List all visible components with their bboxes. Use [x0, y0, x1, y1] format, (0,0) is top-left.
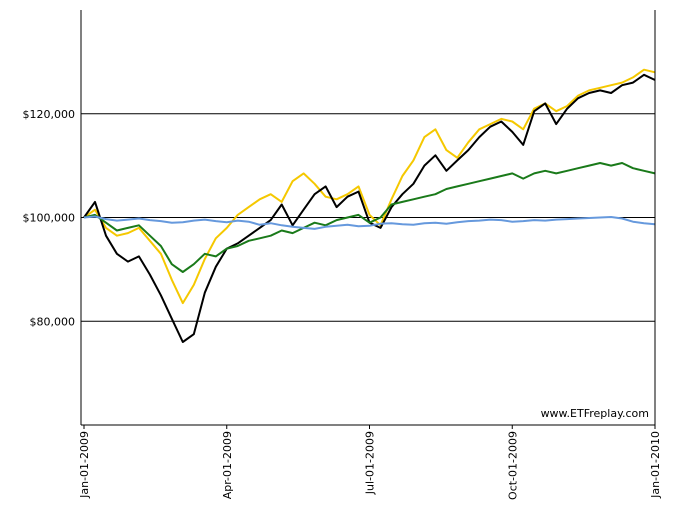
y-tick-label: $100,000 — [23, 212, 76, 225]
x-tick-labels: Jan-01-2009 Apr-01-2009 Jul-01-2009 Oct-01-… — [78, 425, 662, 500]
x-tick-label: Jan-01-2010 — [649, 431, 662, 499]
x-tick-label: Jan-01-2009 — [78, 431, 91, 499]
series-line-2 — [83, 73, 656, 343]
y-tick-labels: $80,000 $100,000 $120,000 — [23, 108, 76, 329]
series-line-3 — [83, 162, 656, 273]
series-group — [83, 68, 656, 343]
x-tick-label: Apr-01-2009 — [221, 431, 234, 499]
axes — [80, 10, 656, 426]
y-tick-label: $120,000 — [23, 108, 76, 121]
y-tick-label: $80,000 — [30, 315, 76, 328]
x-tick-label: Jul-01-2009 — [364, 431, 377, 495]
series-line-4 — [83, 215, 656, 230]
watermark: www.ETFreplay.com — [541, 407, 649, 420]
series-line-1 — [83, 68, 656, 305]
x-tick-label: Oct-01-2009 — [506, 431, 519, 500]
